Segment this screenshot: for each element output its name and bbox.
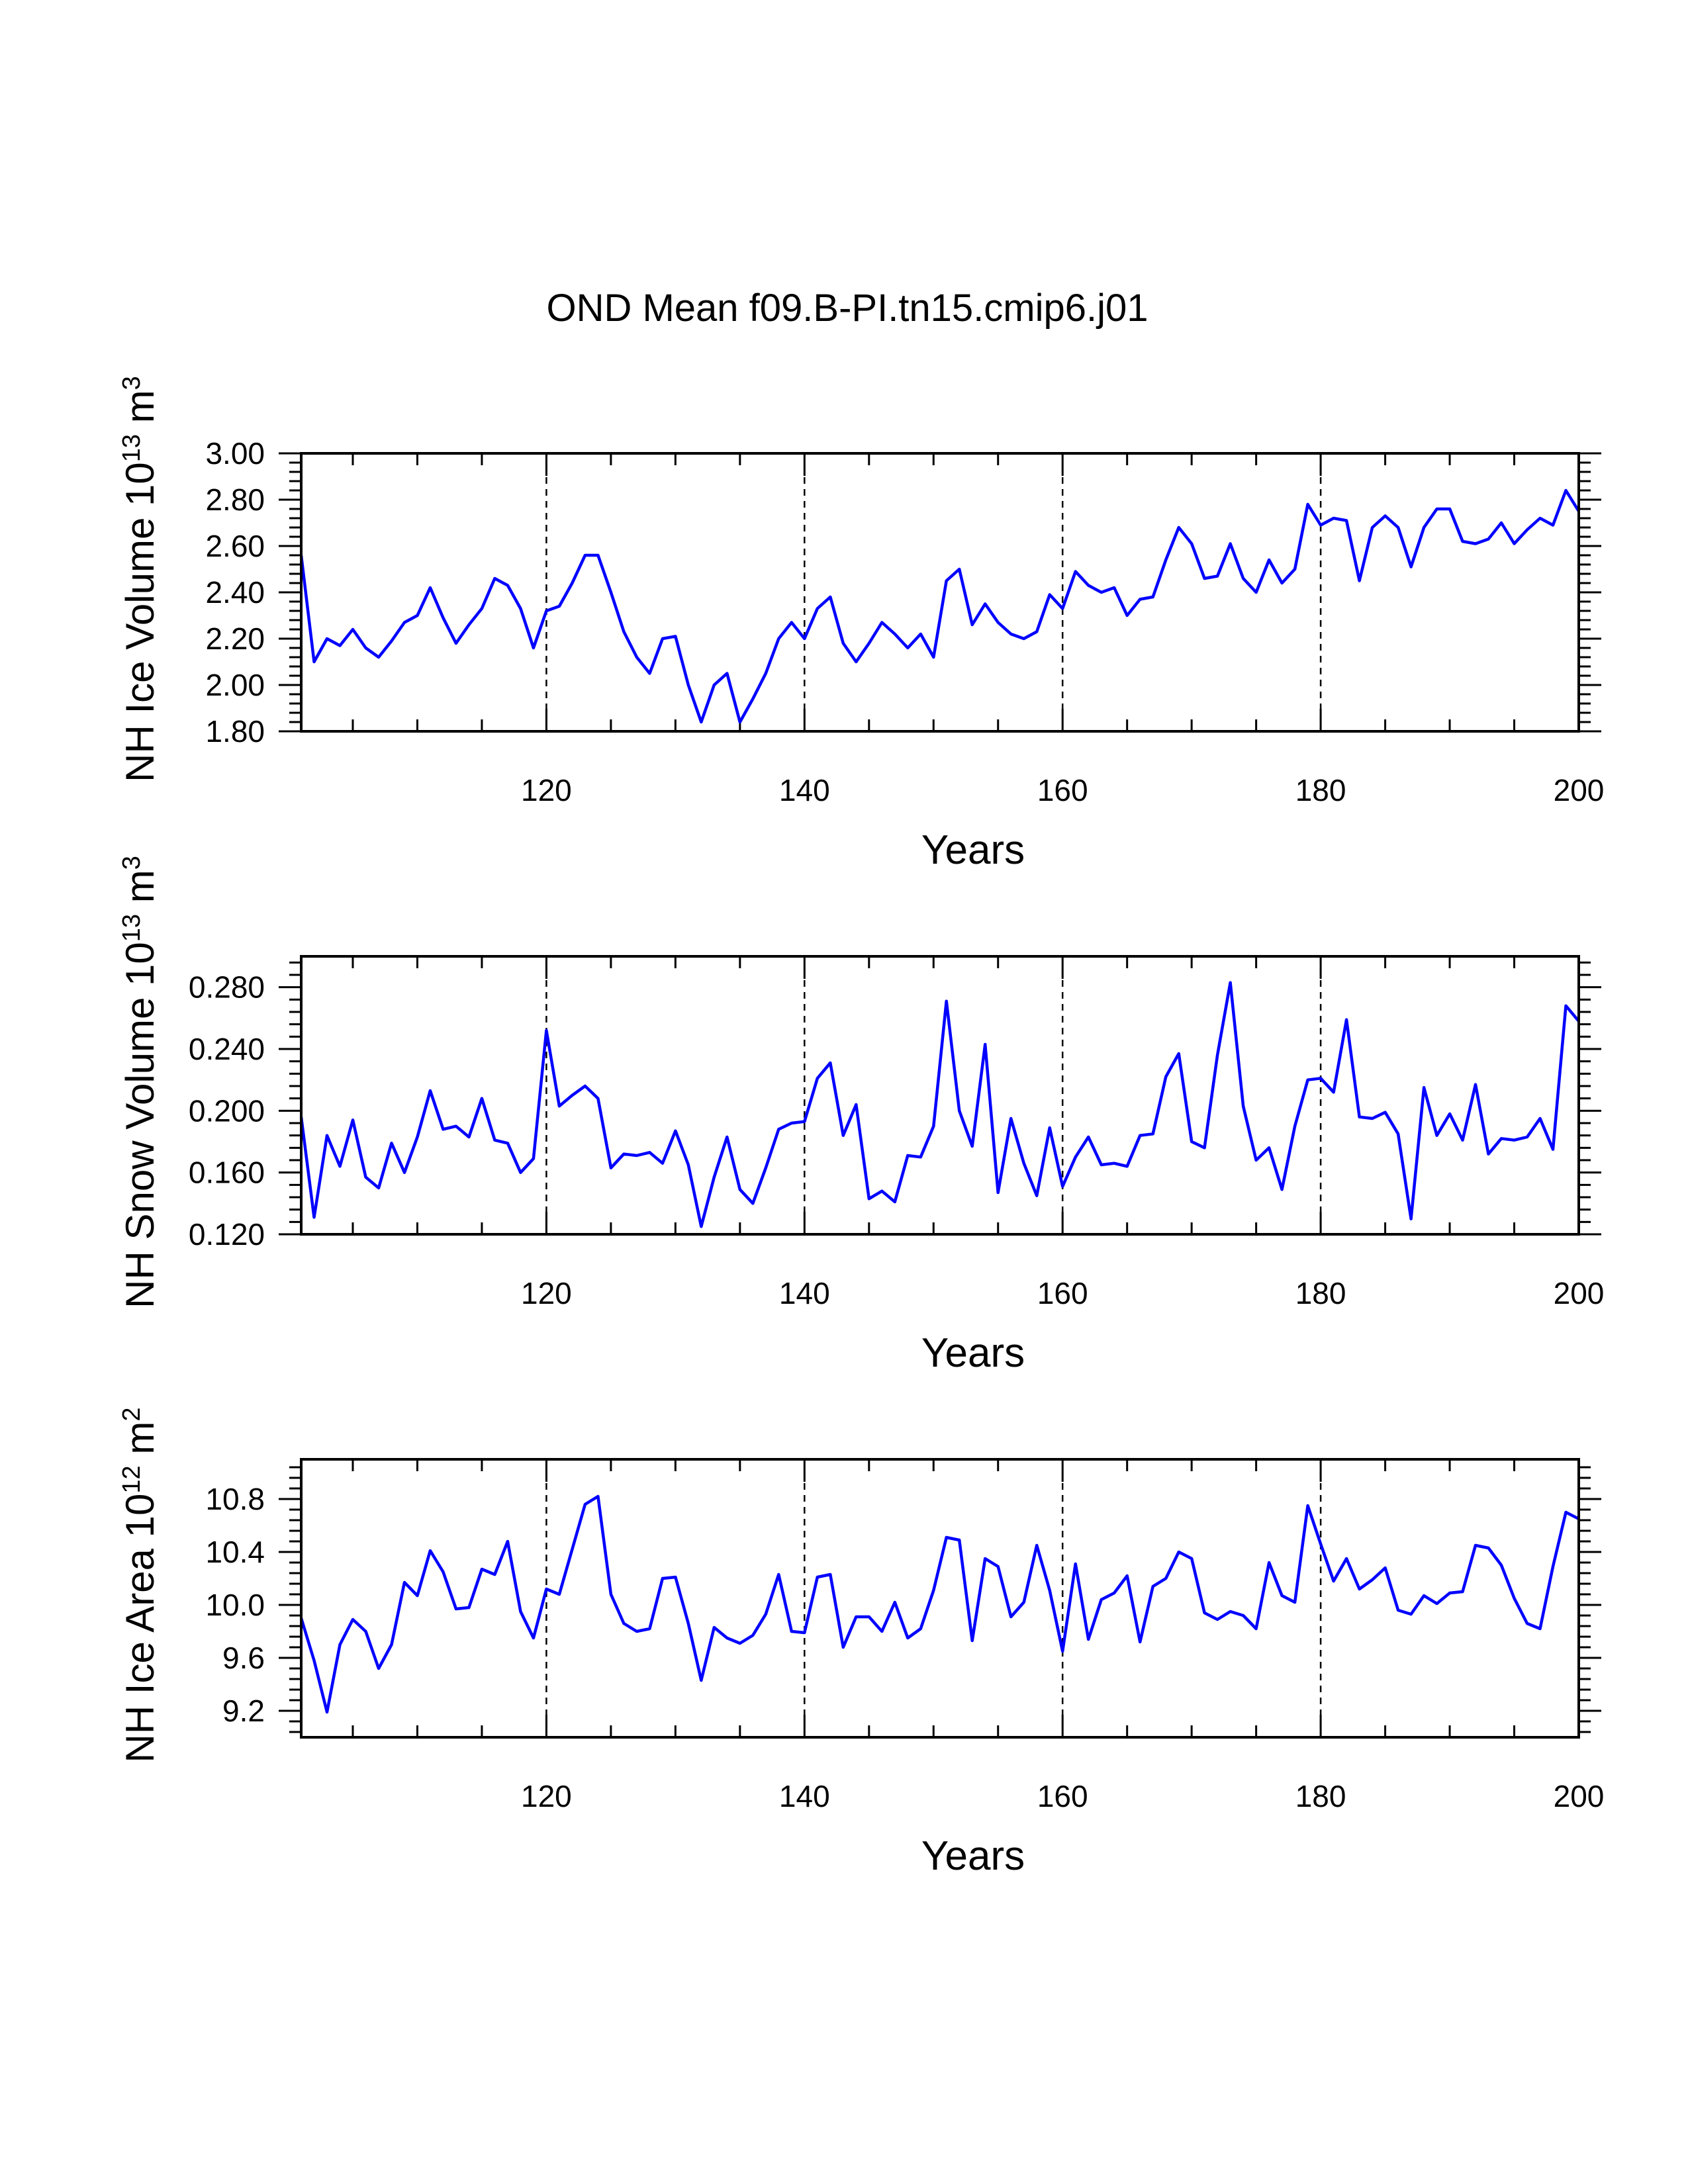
x-tick-label: 140 bbox=[779, 1276, 830, 1310]
chart-title: OND Mean f09.B-PI.tn15.cmip6.j01 bbox=[546, 287, 1148, 330]
data-series-line bbox=[299, 1494, 1580, 1714]
y-tick-label: 9.2 bbox=[222, 1694, 265, 1728]
y-tick-label: 3.00 bbox=[205, 436, 265, 471]
x-tick-label: 200 bbox=[1554, 1779, 1605, 1813]
y-tick-label: 9.6 bbox=[222, 1641, 265, 1675]
y-tick-label: 0.240 bbox=[189, 1032, 265, 1066]
y-axis-label-superscript: 2 bbox=[118, 1408, 146, 1422]
y-tick-label: 0.280 bbox=[189, 970, 265, 1005]
y-axis-label-superscript: 12 bbox=[118, 1465, 146, 1493]
y-tick-label: 0.120 bbox=[189, 1217, 265, 1251]
data-series-line bbox=[299, 981, 1580, 1228]
y-axis-label-text: NH Ice Area 10 bbox=[118, 1494, 162, 1763]
x-tick-label: 140 bbox=[779, 773, 830, 807]
y-tick-label: 2.40 bbox=[205, 575, 265, 610]
y-axis-label-superscript: 3 bbox=[118, 376, 146, 390]
x-tick-label: 120 bbox=[521, 1276, 572, 1310]
x-axis-label: Years bbox=[921, 827, 1025, 873]
y-tick-label: 10.0 bbox=[205, 1588, 265, 1622]
plot-panel-1: 120 140 160 180 200 1.80 2.00 2.20 2.40 2.60 2.80 3… bbox=[118, 376, 1604, 873]
plot-frame bbox=[300, 955, 1580, 1236]
y-axis-label-text: m bbox=[118, 870, 162, 914]
y-axis-label-superscript: 13 bbox=[118, 434, 146, 462]
y-tick-label: 2.20 bbox=[205, 621, 265, 656]
y-axis-label-superscript: 3 bbox=[118, 856, 146, 870]
y-axis-label-superscript: 13 bbox=[118, 914, 146, 942]
x-tick-label: 120 bbox=[521, 1779, 572, 1813]
x-axis-label: Years bbox=[921, 1330, 1025, 1376]
x-tick-label: 160 bbox=[1037, 773, 1088, 807]
x-tick-label: 200 bbox=[1554, 773, 1605, 807]
plot-frame bbox=[300, 452, 1580, 733]
y-axis-label-text: NH Snow Volume 10 bbox=[118, 942, 162, 1308]
plot-panel-3: 120 140 160 180 200 9.2 9.6 10.0 10.4 10.8 Years NH… bbox=[118, 1408, 1604, 1879]
plot-frame bbox=[300, 1458, 1580, 1739]
y-tick-label: 0.200 bbox=[189, 1093, 265, 1128]
plot-panel-2: 120 140 160 180 200 0.120 0.160 0.200 0.240 0.280… bbox=[118, 856, 1604, 1376]
y-axis-label-text: m bbox=[118, 390, 162, 434]
y-axis-label: NH Ice Area 1012 m2 bbox=[118, 1408, 162, 1763]
x-axis-label: Years bbox=[921, 1833, 1025, 1879]
x-tick-label: 180 bbox=[1295, 1276, 1346, 1310]
x-tick-label: 140 bbox=[779, 1779, 830, 1813]
x-tick-label: 160 bbox=[1037, 1276, 1088, 1310]
y-axis-label-text: m bbox=[118, 1422, 162, 1466]
y-tick-label: 0.160 bbox=[189, 1156, 265, 1190]
data-series-line bbox=[299, 488, 1580, 724]
y-tick-label: 10.8 bbox=[205, 1482, 265, 1516]
y-tick-label: 2.80 bbox=[205, 482, 265, 517]
y-axis-label-text: NH Ice Volume 10 bbox=[118, 462, 162, 782]
y-tick-label: 2.00 bbox=[205, 668, 265, 702]
y-tick-label: 2.60 bbox=[205, 529, 265, 563]
y-tick-label: 10.4 bbox=[205, 1535, 265, 1569]
x-tick-label: 160 bbox=[1037, 1779, 1088, 1813]
y-axis-label: NH Ice Volume 1013 m3 bbox=[118, 376, 162, 782]
y-tick-label: 1.80 bbox=[205, 714, 265, 749]
x-tick-label: 180 bbox=[1295, 773, 1346, 807]
x-tick-label: 200 bbox=[1554, 1276, 1605, 1310]
x-tick-label: 120 bbox=[521, 773, 572, 807]
y-axis-label: NH Snow Volume 1013 m3 bbox=[118, 856, 162, 1308]
x-tick-label: 180 bbox=[1295, 1779, 1346, 1813]
